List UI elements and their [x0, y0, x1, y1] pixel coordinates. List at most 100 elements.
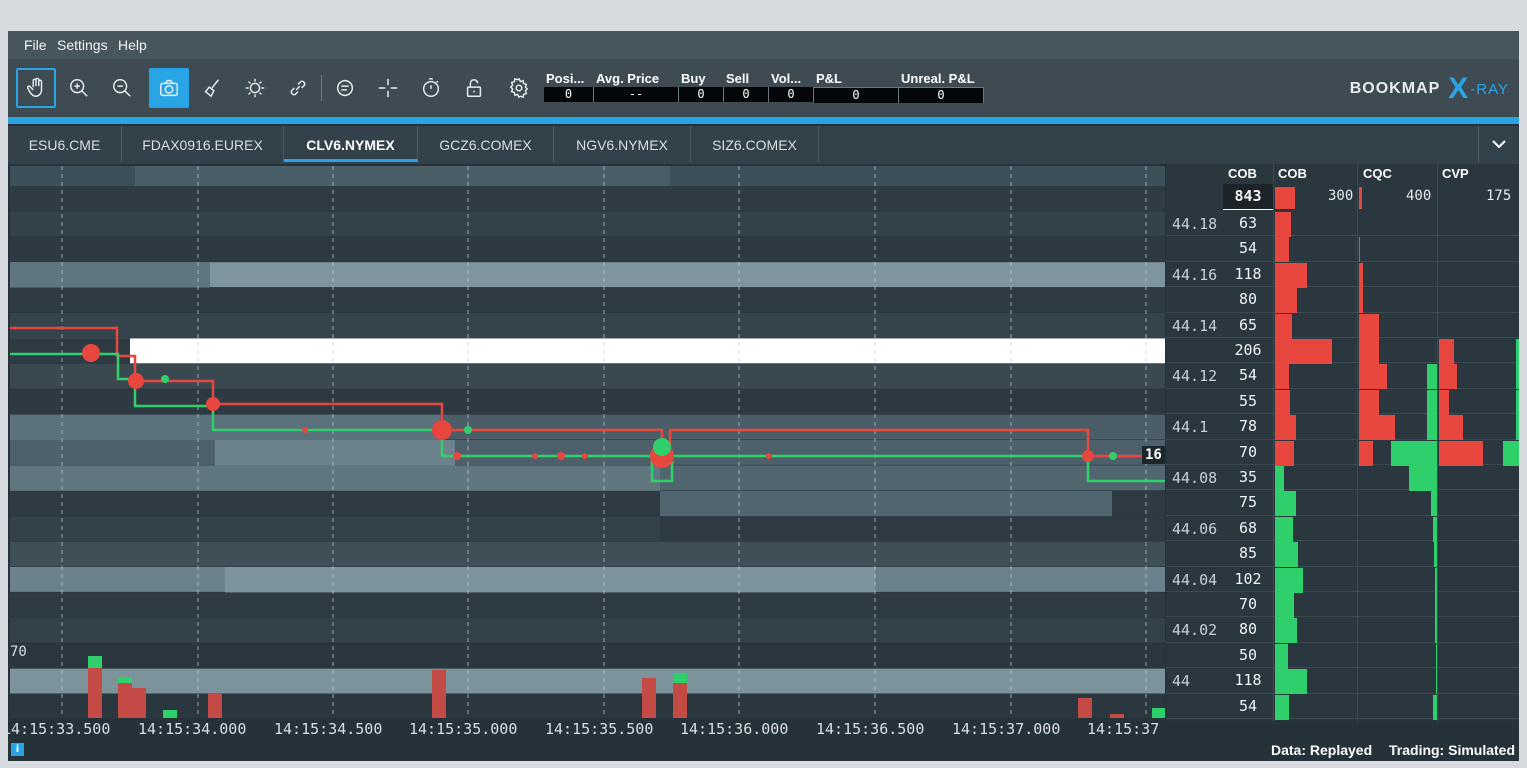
trade-dot — [1109, 452, 1117, 460]
cob-bar — [1275, 542, 1298, 568]
cob-total: 843 — [1234, 187, 1262, 205]
camera-button[interactable] — [149, 68, 189, 108]
cqc-bar-bid — [1436, 669, 1437, 695]
time-tick-label: 14:15:37.000 — [952, 720, 1061, 738]
cqc-bar-bid — [1435, 618, 1437, 644]
cob-scale-max: 300 — [1328, 188, 1354, 204]
cob-bar — [1275, 389, 1290, 415]
cob-size-cell: 55 — [1238, 391, 1258, 410]
settings-button[interactable] — [499, 68, 539, 108]
cob-bar — [1275, 212, 1291, 237]
brightness-button[interactable] — [235, 68, 275, 108]
cqc-bar-ask — [1359, 237, 1360, 263]
row-gridline — [1166, 337, 1519, 338]
menu-file[interactable]: File — [24, 37, 47, 53]
tab-siz6[interactable]: SIZ6.COMEX — [691, 126, 819, 162]
link-icon — [290, 80, 306, 96]
heatmap-row — [10, 668, 1165, 694]
tab-clv6[interactable]: CLV6.NYMEX — [284, 126, 418, 162]
stopwatch-icon — [422, 78, 440, 97]
chat-button[interactable] — [325, 68, 365, 108]
price-label: 44 — [1172, 672, 1191, 691]
hand-tool-button[interactable] — [16, 68, 56, 108]
cob-total-cell — [1223, 184, 1273, 210]
cob-bar — [1275, 237, 1289, 263]
volume-bar-sell — [1110, 714, 1124, 718]
cob-size-cell: 206 — [1234, 341, 1262, 359]
data-mode-status: Data: Replayed — [1271, 742, 1373, 758]
cqc-bar-bid — [1391, 440, 1437, 466]
heatmap-row — [10, 440, 1165, 465]
volume-bar-sell — [118, 683, 132, 718]
heatmap-row — [10, 363, 1165, 389]
broom-button[interactable] — [192, 68, 232, 108]
row-gridline — [1166, 540, 1519, 542]
heatmap-row — [10, 592, 1165, 618]
crosshair-button[interactable] — [368, 68, 408, 108]
cqc-bar-ask — [1359, 389, 1379, 415]
cob-size-cell: 54 — [1238, 239, 1258, 258]
cqc-bar-bid — [1434, 542, 1437, 568]
heatmap-row — [10, 236, 1165, 262]
chevron-down-icon — [1492, 140, 1506, 149]
zoom-in-button[interactable] — [59, 68, 99, 108]
cob-size-cell: 75 — [1238, 493, 1258, 512]
zoom-out-button[interactable] — [102, 68, 142, 108]
tab-ngv6[interactable]: NGV6.NYMEX — [554, 126, 691, 162]
price-label: 44.06 — [1172, 519, 1218, 538]
cvp-bar-sell — [1439, 364, 1457, 390]
cvp-bar-sell — [1439, 440, 1483, 466]
tab-esu6[interactable]: ESU6.CME — [8, 126, 122, 162]
broom-icon — [204, 79, 219, 98]
toolbar-separator — [321, 75, 322, 101]
heatmap-row — [10, 211, 1165, 237]
stat-label: Buy — [681, 71, 706, 86]
link-button[interactable] — [278, 68, 318, 108]
cqc-scale-bar — [1359, 187, 1362, 209]
trade-dot — [532, 453, 538, 459]
tab-fdax0916[interactable]: FDAX0916.EUREX — [122, 126, 284, 162]
row-gridline — [1166, 718, 1519, 719]
time-tick-label: 14:15:37 — [1087, 720, 1160, 738]
brightness-icon — [245, 78, 265, 98]
last-trade-size-label: 16 — [1142, 446, 1165, 464]
volume-bar-sell — [132, 688, 146, 718]
cob-bar — [1275, 288, 1297, 314]
cob-bar — [1275, 694, 1289, 720]
heatmap-chart[interactable]: 16 70 — [10, 166, 1165, 718]
heatmap-segment — [10, 338, 130, 364]
cob-size-cell: 70 — [1238, 442, 1258, 461]
cqc-bar-bid — [1427, 389, 1437, 415]
lock-button[interactable] — [454, 68, 494, 108]
cqc-bar-bid — [1409, 466, 1437, 491]
row-gridline — [1166, 438, 1519, 440]
chat-icon — [336, 79, 354, 97]
price-label: 44.04 — [1172, 570, 1218, 589]
price-label: 44.02 — [1172, 621, 1218, 640]
tab-gcz6[interactable]: GCZ6.COMEX — [418, 126, 554, 162]
stat-position: Posi... 0 — [544, 71, 594, 103]
heatmap-row — [10, 541, 1165, 567]
cob-size-cell: 80 — [1238, 290, 1258, 309]
trading-mode-status: Trading: Simulated — [1389, 742, 1516, 758]
heatmap-row — [10, 186, 1165, 211]
tabs-dropdown-button[interactable] — [1478, 126, 1519, 162]
heatmap-row — [10, 313, 1165, 338]
stopwatch-button[interactable] — [411, 68, 451, 108]
info-icon[interactable]: i — [11, 743, 24, 756]
menu-help[interactable]: Help — [118, 37, 147, 53]
menu-settings[interactable]: Settings — [57, 37, 108, 53]
heatmap-segment — [135, 166, 670, 186]
cob-bar — [1275, 643, 1288, 669]
stat-label: P&L — [814, 71, 899, 88]
price-label: 44.14 — [1172, 316, 1218, 335]
cob-size-cell: 50 — [1238, 645, 1258, 664]
heatmap-segment — [10, 414, 440, 440]
volume-bar-buy — [1152, 708, 1165, 718]
trade-dot — [766, 453, 772, 459]
time-tick-label: 14:15:34.500 — [274, 720, 383, 738]
cqc-bar-ask — [1359, 288, 1363, 314]
header-cqc: CQC — [1363, 166, 1392, 181]
volume-bar-sell — [673, 683, 687, 718]
cob-bar — [1275, 262, 1307, 288]
